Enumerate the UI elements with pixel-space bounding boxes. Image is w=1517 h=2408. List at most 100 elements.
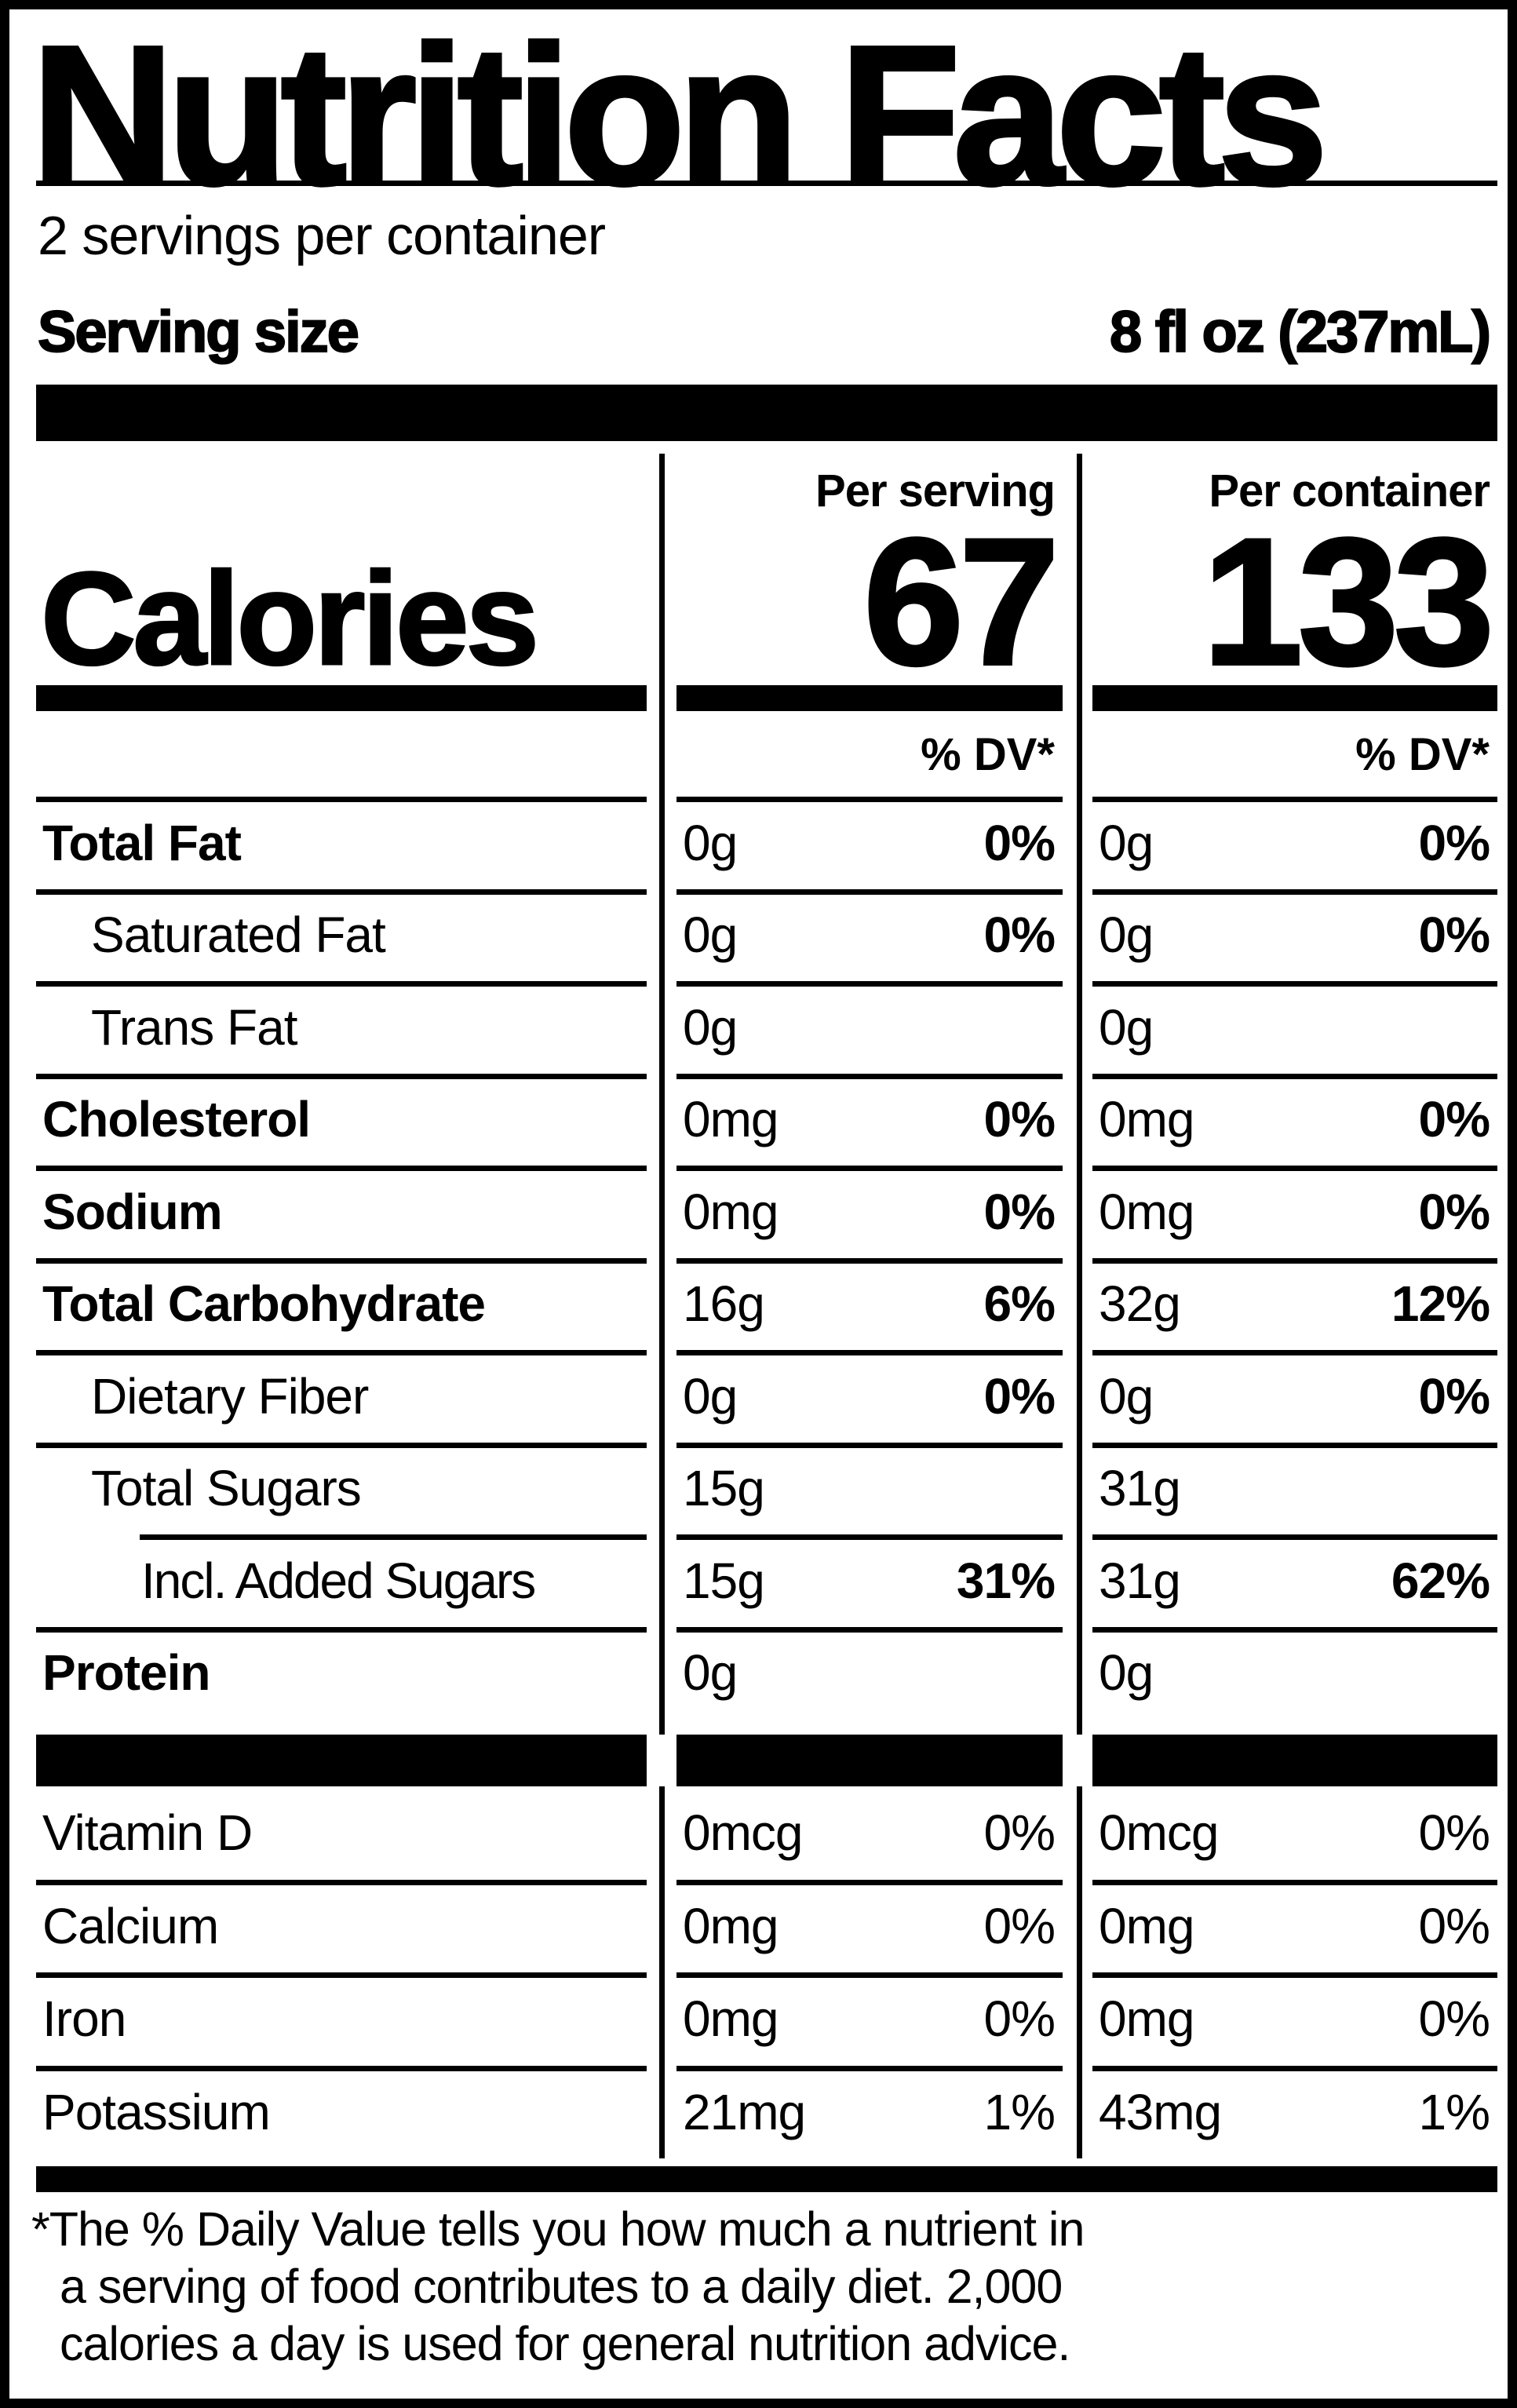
container-amount: 0g [1099,814,1154,871]
nutrient-table: Total Fat 0g 0% 0g 0% Saturated Fat 0g 0% 0… [36,797,1497,2158]
nutrient-label: Trans Fat [91,998,297,1056]
nutrient-label: Protein [42,1644,210,1702]
serving-amount: 0g [683,1367,738,1425]
serving-size-value: 8 fl oz (237mL) [1109,298,1492,365]
serving-amount: 0mcg [683,1804,803,1862]
serving-amount: 0mg [683,1183,779,1240]
nutrient-row-sodium: Sodium 0mg 0% 0mg 0% [36,1166,1497,1258]
nutrient-row-calcium: Calcium 0mg 0% 0mg 0% [36,1879,1497,1973]
serving-amount: 15g [683,1460,765,1517]
serving-amount: 0g [683,998,738,1056]
footnote-separator-bar [36,2166,1497,2192]
nutrient-label: Potassium [42,2083,271,2140]
calories-underline-serving [676,685,1063,711]
nutrient-row-iron: Iron 0mg 0% 0mg 0% [36,1972,1497,2066]
serving-dv: 6% [983,1275,1056,1333]
container-dv: 1% [1418,2083,1490,2140]
nutrient-row-protein: Protein 0g 0g [36,1626,1497,1720]
nutrient-label: Cholesterol [42,1091,311,1148]
dv-header-container: % DV* [1355,729,1490,780]
calories-per-container-value: 133 [1201,501,1496,702]
container-amount: 0mg [1099,1183,1194,1240]
calories-per-serving-value: 67 [862,501,1061,702]
footnote-line: a serving of food contributes to a daily… [60,2260,1063,2313]
container-amount: 0mcg [1099,1804,1219,1862]
serving-dv: 0% [983,1091,1056,1148]
container-dv: 12% [1391,1275,1490,1333]
serving-dv: 0% [983,1367,1056,1425]
serving-dv: 0% [983,1804,1056,1862]
container-amount: 31g [1099,1552,1181,1609]
footnote: *The % Daily Value tells you how much a … [31,2201,1507,2373]
nutrient-label: Vitamin D [42,1804,253,1862]
nutrient-label: Total Sugars [91,1460,362,1517]
serving-amount: 0g [683,814,738,871]
serving-dv: 0% [983,1990,1056,2048]
container-dv: 0% [1418,1367,1490,1425]
footnote-line: *The % Daily Value tells you how much a … [31,2202,1085,2256]
servings-per-container: 2 servings per container [38,205,606,266]
container-amount: 0mg [1099,1897,1194,1954]
serving-amount: 0g [683,1644,738,1702]
container-amount: 0g [1099,907,1154,964]
container-amount: 31g [1099,1460,1181,1517]
container-amount: 43mg [1099,2083,1222,2140]
nutrient-label: Iron [42,1990,126,2048]
nutrient-label: Calcium [42,1897,219,1954]
container-amount: 0g [1099,1644,1154,1702]
serving-dv: 0% [983,1897,1056,1954]
serving-dv: 0% [983,1183,1056,1240]
serving-amount: 0mg [683,1091,779,1148]
nutrient-label: Saturated Fat [91,907,386,964]
nutrient-row-total-sugars: Total Sugars 15g 31g [36,1442,1497,1535]
nutrient-row-saturated-fat: Saturated Fat 0g 0% 0g 0% [36,888,1497,982]
container-amount: 0g [1099,998,1154,1056]
container-amount: 0mg [1099,1091,1194,1148]
per-serving-header: Per serving [815,465,1056,516]
macro-micro-separator-bar [36,1735,1497,1786]
container-dv: 0% [1418,1183,1490,1240]
container-dv: 0% [1418,907,1490,964]
serving-amount: 16g [683,1275,765,1333]
serving-amount: 0mg [683,1990,779,2048]
container-amount: 32g [1099,1275,1181,1333]
nutrient-label: Total Carbohydrate [42,1275,486,1333]
serving-dv: 0% [983,907,1056,964]
serving-dv: 0% [983,814,1056,871]
container-dv: 0% [1418,1091,1490,1148]
serving-dv: 31% [956,1552,1056,1609]
container-amount: 0g [1099,1367,1154,1425]
container-dv: 0% [1418,1990,1490,2048]
serving-amount: 0mg [683,1897,779,1954]
serving-size-label: Serving size [37,298,360,365]
calories-underline-left [36,685,647,711]
container-dv: 0% [1418,1804,1490,1862]
per-container-header: Per container [1209,465,1490,516]
nutrient-row-total-carbohydrate: Total Carbohydrate 16g 6% 32g 12% [36,1257,1497,1351]
nutrient-label: Total Fat [42,814,242,871]
calories-label: Calories [40,544,541,694]
container-dv: 62% [1391,1552,1490,1609]
nutrient-label: Dietary Fiber [91,1367,369,1425]
serving-amount: 21mg [683,2083,806,2140]
nutrient-row-dietary-fiber: Dietary Fiber 0g 0% 0g 0% [36,1350,1497,1443]
column-divider-1 [659,454,665,2158]
serving-size-separator-bar [36,385,1497,441]
serving-dv: 1% [983,2083,1056,2140]
nutrient-row-vitamin-d: Vitamin D 0mcg 0% 0mcg 0% [36,1786,1497,1880]
nutrient-row-added-sugars: Incl. Added Sugars 15g 31% 31g 62% [36,1534,1497,1627]
container-amount: 0mg [1099,1990,1194,2048]
nutrient-row-cholesterol: Cholesterol 0mg 0% 0mg 0% [36,1073,1497,1166]
nutrient-row-potassium: Potassium 21mg 1% 43mg 1% [36,2065,1497,2159]
title-rule [36,181,1497,186]
column-divider-2 [1077,454,1082,2158]
container-dv: 0% [1418,814,1490,871]
footnote-line: calories a day is used for general nutri… [60,2317,1070,2370]
serving-amount: 15g [683,1552,765,1609]
nutrient-label: Sodium [42,1183,223,1240]
nutrient-row-trans-fat: Trans Fat 0g 0g [36,981,1497,1074]
nutrient-row-total-fat: Total Fat 0g 0% 0g 0% [36,797,1497,889]
serving-amount: 0g [683,907,738,964]
dv-header-serving: % DV* [921,729,1055,780]
